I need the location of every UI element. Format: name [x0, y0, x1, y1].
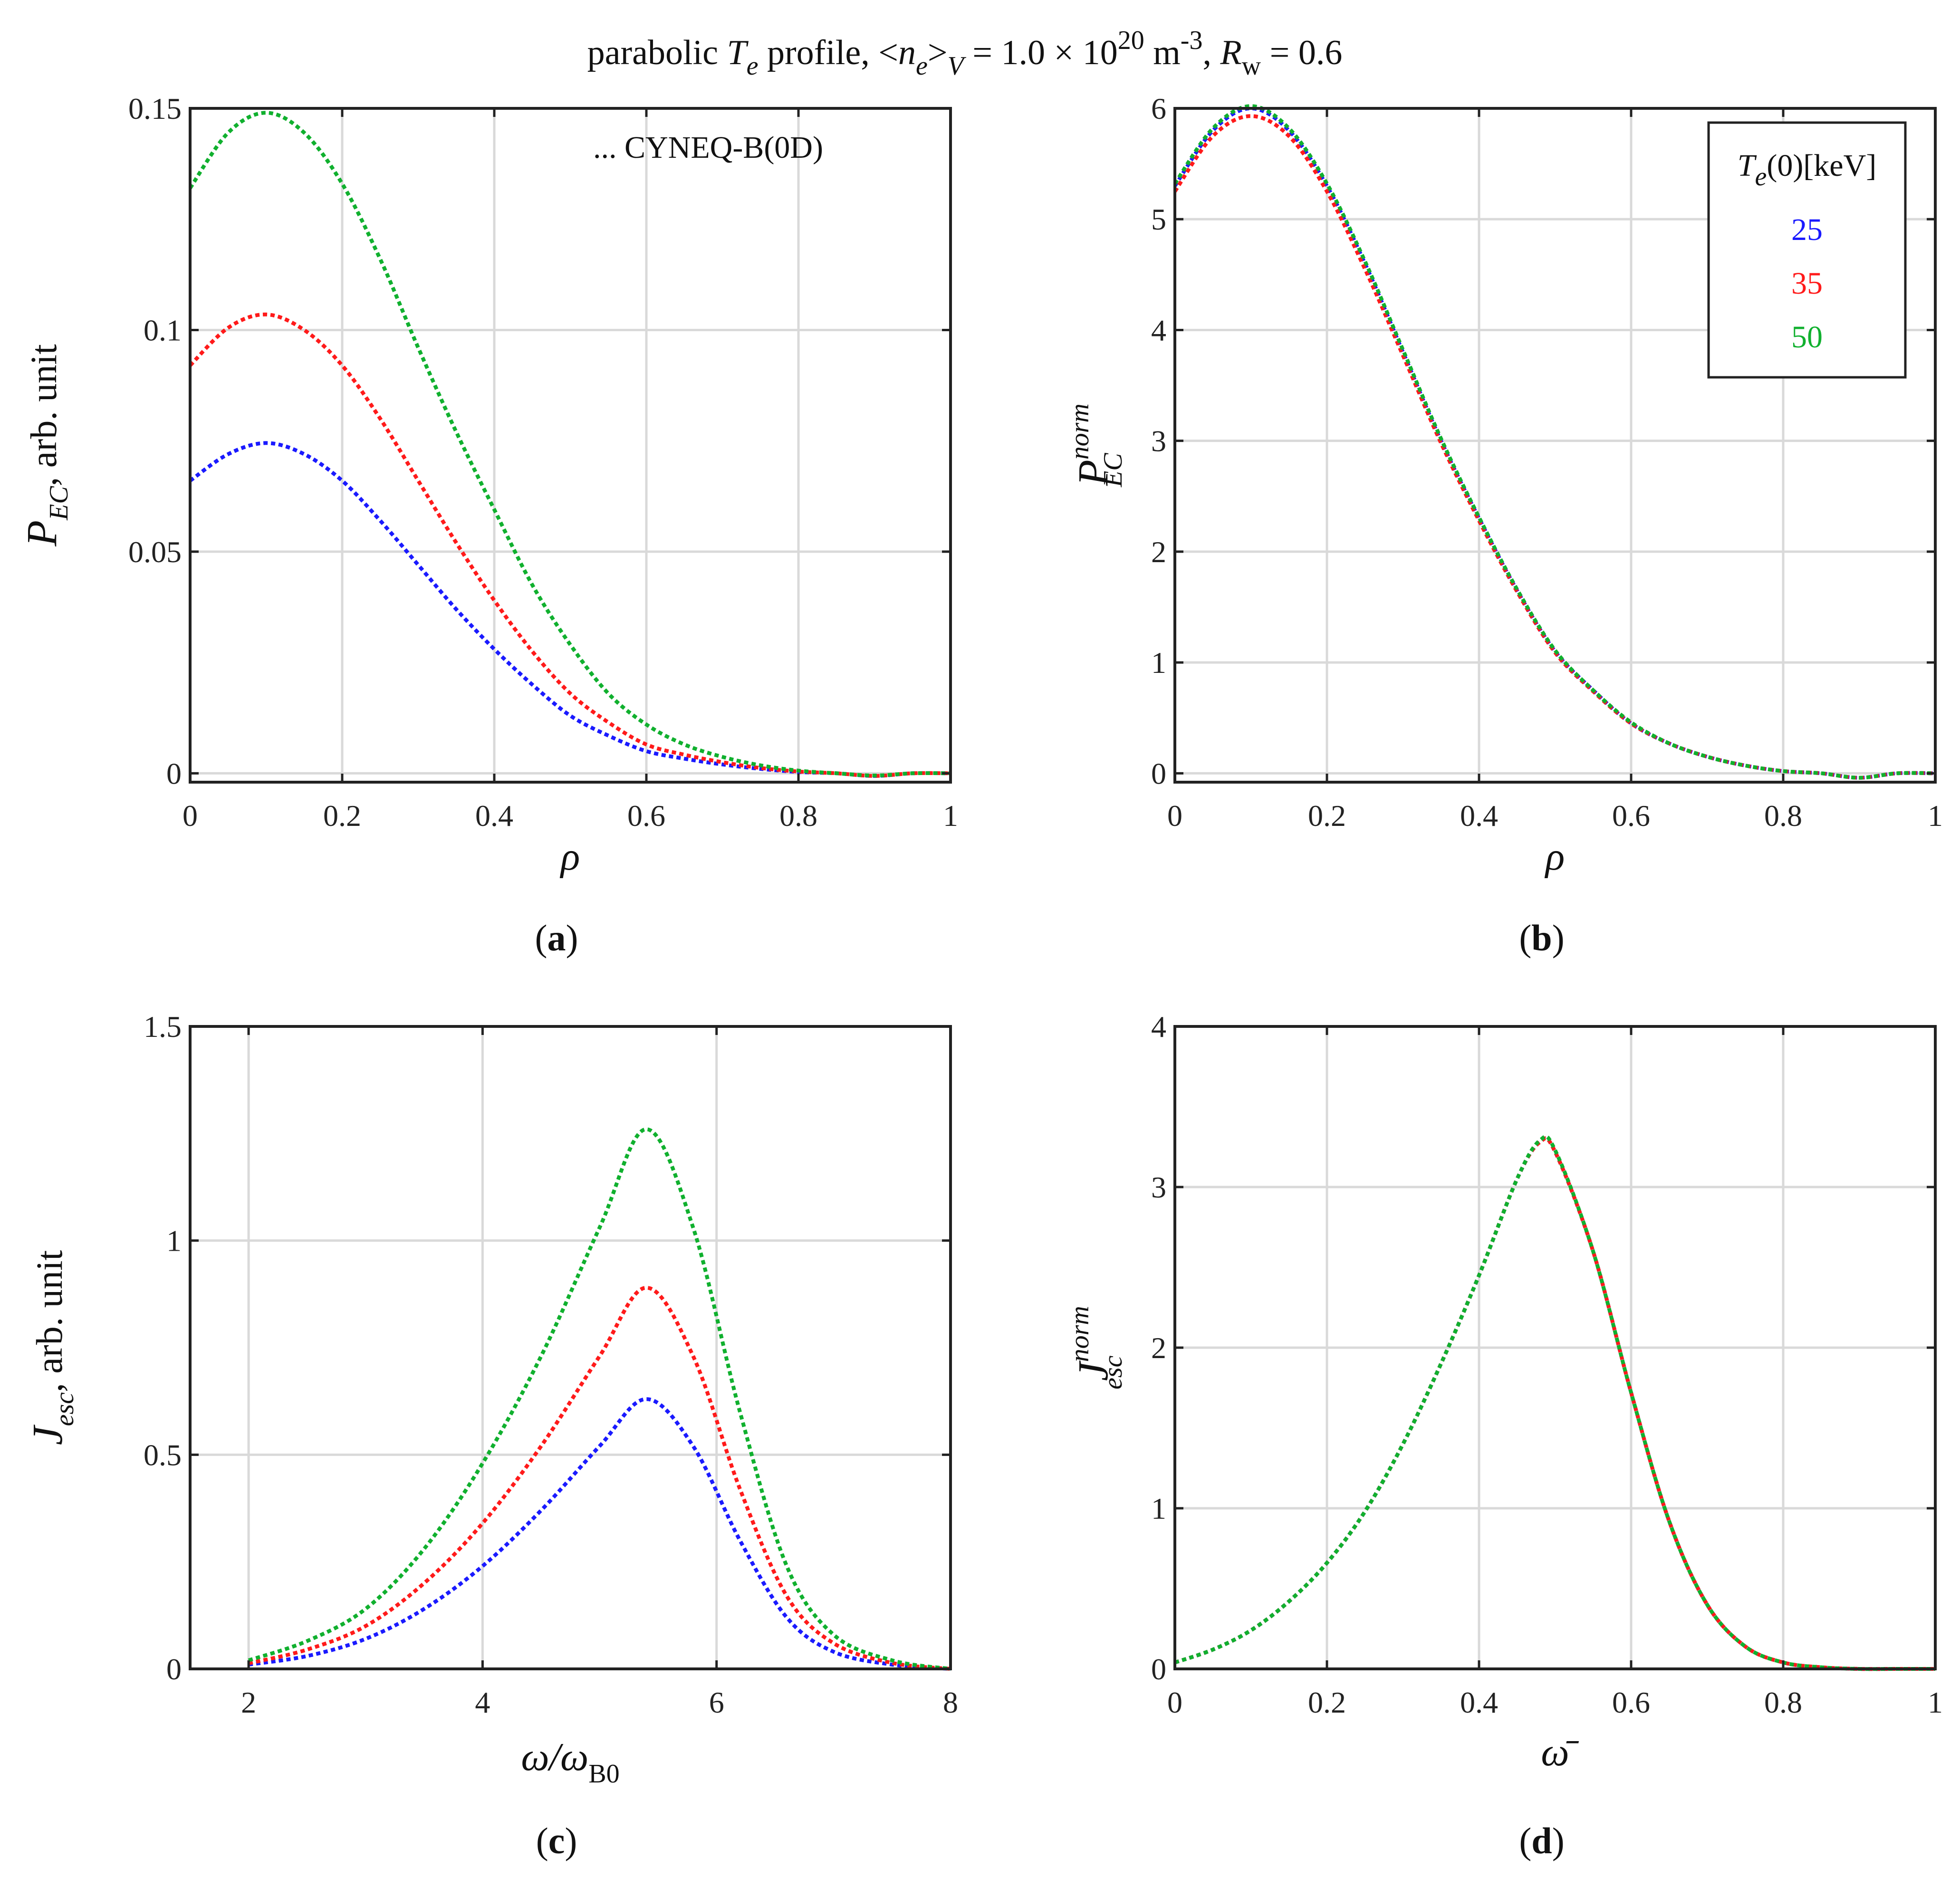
series-line-c-25: [248, 1397, 951, 1671]
x-tick-label: 0.2: [1308, 1686, 1346, 1719]
x-tick-label: 0.2: [323, 799, 361, 833]
annotation-cyneq: ... CYNEQ-B(0D): [593, 130, 823, 165]
x-tick-label: 2: [241, 1686, 256, 1719]
x-tick-label: 0.8: [779, 799, 817, 833]
ylabel-a: PEC, arb. unit: [19, 344, 74, 547]
x-tick-label: 0.4: [475, 799, 513, 833]
x-tick-label: 1: [943, 799, 958, 833]
y-tick-label: 0.1: [144, 313, 182, 347]
series-line-d-50: [1174, 1134, 1935, 1671]
series-line-c-50: [248, 1127, 951, 1671]
xlabel-c: ω/ωB0: [521, 1735, 619, 1789]
x-tick-label: 0.6: [1612, 1686, 1650, 1719]
series-line-a-35: [189, 312, 951, 778]
x-tick-label: 0: [183, 799, 198, 833]
x-tick-label: 0: [1167, 799, 1182, 833]
y-tick-label: 0.5: [144, 1438, 182, 1472]
x-tick-label: 1: [1928, 1686, 1943, 1719]
panel-b: 0 0.2 0.4 0.6 0.8 1 0 1 2 3 4 5 6 ρ PnormEC Te(0)[ke…: [1065, 92, 1943, 958]
ylabel-d: Jnormesc: [1065, 1306, 1128, 1389]
xlabel-b: ρ: [1544, 834, 1565, 879]
y-tick-label: 1: [1151, 646, 1166, 680]
x-tick-label: 8: [943, 1686, 958, 1719]
series-line-c-35: [248, 1285, 951, 1671]
y-tick-label: 0: [1151, 1652, 1166, 1686]
y-tick-label: 0.05: [128, 535, 182, 569]
y-tick-label: 4: [1151, 1010, 1166, 1044]
x-tick-label: 0: [1167, 1686, 1182, 1719]
legend-title: Te(0)[keV]: [1738, 148, 1876, 192]
y-tick-label: 5: [1151, 202, 1166, 236]
caption-a: (a): [535, 917, 578, 958]
caption-c: (c): [536, 1820, 577, 1861]
series-line-a-50: [188, 111, 951, 778]
series-line-a-25: [189, 441, 951, 778]
y-tick-label: 1: [166, 1224, 182, 1258]
x-tick-label: 0.4: [1460, 1686, 1498, 1719]
panel-a: 0 0.2 0.4 0.6 0.8 1 0 0.05 0.1 0.15 ... CYNEQ-B(0…: [19, 92, 958, 958]
xlabel-d: ω̄: [1541, 1730, 1579, 1774]
legend: Te(0)[keV] 25 35 50: [1707, 121, 1907, 379]
series-line-d-35: [1174, 1136, 1935, 1671]
x-tick-label: 0.6: [1612, 799, 1650, 833]
y-tick-label: 1: [1151, 1492, 1166, 1525]
panel-d: 0 0.2 0.4 0.6 0.8 1 0 1 2 3 4 ω̄ Jnormesc (d): [1065, 1010, 1943, 1861]
y-tick-label: 2: [1151, 1331, 1166, 1365]
x-tick-label: 6: [709, 1686, 724, 1719]
x-tick-label: 4: [475, 1686, 490, 1719]
y-tick-label: 3: [1151, 424, 1166, 458]
y-tick-label: 0: [166, 1652, 182, 1686]
y-tick-label: 2: [1151, 535, 1166, 569]
caption-d: (d): [1519, 1820, 1564, 1861]
legend-box: [1707, 121, 1907, 379]
caption-b: (b): [1519, 917, 1564, 958]
y-tick-label: 1.5: [144, 1010, 182, 1044]
x-tick-label: 0.8: [1764, 1686, 1802, 1719]
xlabel-a: ρ: [559, 834, 580, 879]
series-line-b-50: [1173, 104, 1936, 780]
x-tick-label: 0.4: [1460, 799, 1498, 833]
figure-title: parabolic Te profile, <ne>V = 1.0 × 1020…: [587, 26, 1343, 81]
x-tick-label: 1: [1928, 799, 1943, 833]
y-tick-label: 6: [1151, 92, 1166, 125]
ylabel-b: PnormEC: [1065, 403, 1128, 488]
x-tick-label: 0.8: [1764, 799, 1802, 833]
panel-c: 2 4 6 8 0 0.5 1 1.5 ω/ωB0 Jesc, arb. unit (c): [24, 1010, 958, 1861]
x-tick-label: 0.2: [1308, 799, 1346, 833]
plot-frame-a: [189, 107, 952, 784]
ylabel-c: Jesc, arb. unit: [24, 1250, 79, 1445]
legend-entry-35: 35: [1791, 266, 1823, 301]
series-line-d-25: [1174, 1136, 1935, 1671]
y-tick-label: 0: [1151, 757, 1166, 790]
y-tick-label: 0: [166, 757, 182, 790]
y-tick-label: 3: [1151, 1170, 1166, 1204]
legend-entry-25: 25: [1791, 212, 1823, 247]
x-tick-label: 0.6: [627, 799, 665, 833]
y-tick-label: 0.15: [128, 92, 182, 125]
plot-frame-b: [1173, 107, 1937, 784]
y-tick-label: 4: [1151, 313, 1166, 347]
plot-frame-c: [189, 1025, 952, 1670]
legend-entry-50: 50: [1791, 320, 1823, 354]
